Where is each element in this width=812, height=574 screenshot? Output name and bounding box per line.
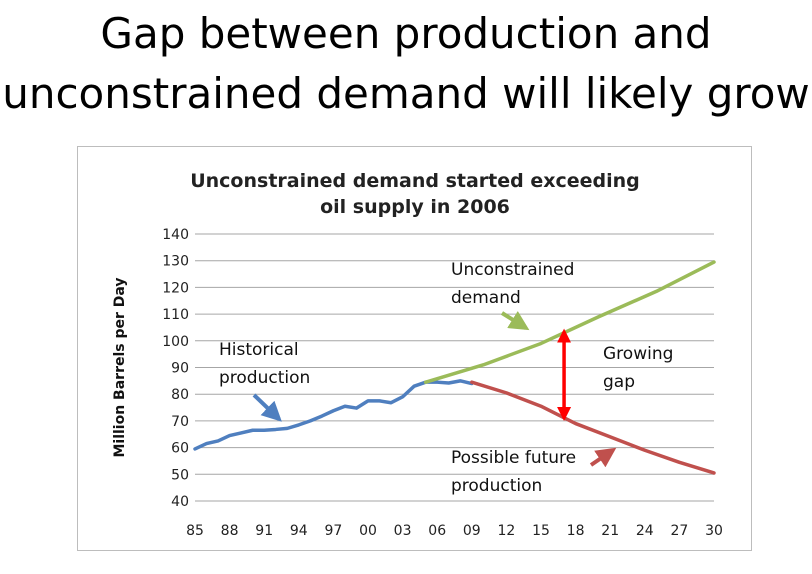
x-tick-label-15: 15 [532, 523, 550, 539]
x-tick-label-94: 94 [290, 523, 308, 539]
x-tick-label-18: 18 [567, 523, 585, 539]
chart-frame: Unconstrained demand started exceeding oi… [77, 146, 752, 551]
y-tick-label-100: 100 [162, 334, 189, 350]
annotation-gap-line-2: gap [603, 372, 635, 392]
x-tick-label-21: 21 [601, 523, 619, 539]
y-tick-label-140: 140 [162, 227, 189, 243]
x-tick-label-06: 06 [428, 523, 446, 539]
chart-title-line-1: Unconstrained demand started exceeding [190, 170, 640, 192]
slide-title-line-2: unconstrained demand will likely grow [2, 69, 810, 118]
x-tick-label-00: 00 [359, 523, 377, 539]
y-axis-label: Million Barrels per Day [112, 277, 128, 457]
y-tick-label-110: 110 [162, 307, 189, 323]
x-tick-label-24: 24 [636, 523, 654, 539]
x-tick-label-85: 85 [186, 523, 204, 539]
annotation-historical-line-2: production [219, 368, 310, 388]
slide-title-line-1: Gap between production and [100, 9, 712, 58]
future-pointer-arrow [589, 447, 617, 468]
slide-title: Gap between production and unconstrained… [0, 4, 812, 124]
y-tick-label-90: 90 [171, 361, 189, 377]
chart-title-line-2: oil supply in 2006 [320, 196, 510, 218]
historical-production-line [193, 379, 474, 451]
x-tick-label-09: 09 [463, 523, 481, 539]
future-production-line [470, 380, 716, 475]
y-tick-label-70: 70 [171, 414, 189, 430]
annotation-historical-line-1: Historical [219, 340, 299, 360]
y-tick-label-60: 60 [171, 441, 189, 457]
unconstrained-demand-line [423, 260, 716, 384]
x-tick-label-88: 88 [221, 523, 239, 539]
y-tick-label-40: 40 [171, 494, 189, 510]
y-tick-label-130: 130 [162, 254, 189, 270]
x-tick-label-12: 12 [497, 523, 515, 539]
annotation-future-line-2: production [451, 476, 542, 496]
demand-pointer-arrow [500, 311, 530, 331]
historical-pointer-arrow [252, 393, 282, 422]
annotation-future-line-1: Possible future [451, 448, 576, 468]
annotation-gap-line-1: Growing [603, 344, 673, 364]
x-tick-label-97: 97 [324, 523, 342, 539]
x-tick-label-91: 91 [255, 523, 273, 539]
annotation-demand-line-2: demand [451, 288, 521, 308]
x-tick-label-27: 27 [670, 523, 688, 539]
y-tick-label-80: 80 [171, 387, 189, 403]
y-tick-label-50: 50 [171, 467, 189, 483]
x-tick-label-30: 30 [705, 523, 723, 539]
x-tick-label-03: 03 [394, 523, 412, 539]
annotation-demand-line-1: Unconstrained [451, 260, 574, 280]
y-tick-label-120: 120 [162, 280, 189, 296]
oil-supply-demand-chart: Unconstrained demand started exceeding oi… [112, 170, 723, 539]
